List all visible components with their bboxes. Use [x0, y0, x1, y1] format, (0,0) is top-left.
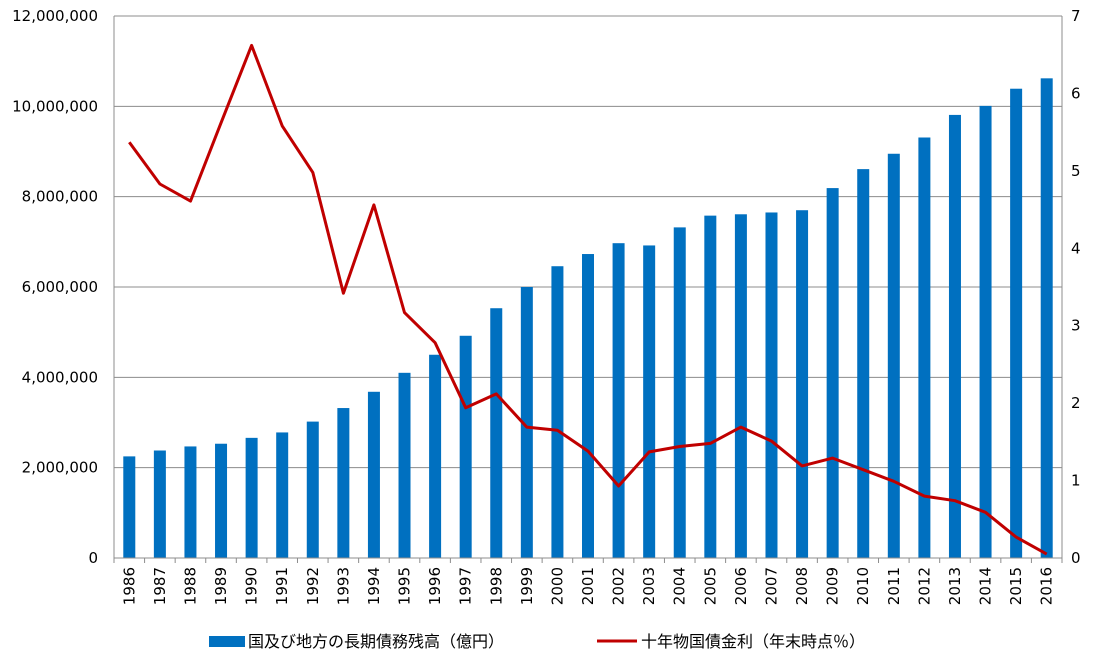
x-tick-label: 2002 [610, 567, 628, 605]
right-tick-label: 5 [1071, 162, 1081, 180]
bar-debt-2011 [887, 153, 900, 558]
x-tick-label: 1994 [365, 567, 383, 605]
x-tick-label: 1999 [518, 567, 536, 605]
bar-debt-2002 [612, 243, 625, 558]
bar-debt-1991 [276, 432, 289, 558]
right-tick-label: 3 [1071, 317, 1081, 335]
x-tick-label: 1990 [243, 567, 261, 605]
x-tick-label: 2006 [732, 567, 750, 605]
bar-debt-2006 [734, 214, 747, 558]
x-tick-label: 1995 [396, 567, 414, 605]
x-tick-label: 2013 [946, 567, 964, 605]
bar-debt-1988 [184, 446, 197, 558]
x-tick-label: 1991 [273, 567, 291, 605]
x-tick-label: 2001 [579, 567, 597, 605]
left-tick-label: 0 [88, 549, 98, 567]
x-tick-label: 1992 [304, 567, 322, 605]
bar-debt-2012 [918, 137, 931, 558]
left-axis-ticks: 0 2,000,000 4,000,000 6,000,000 8,000,000 10,… [12, 7, 98, 567]
x-tick-label: 2000 [548, 567, 566, 605]
x-tick-label: 1987 [151, 567, 169, 605]
bar-debt-2003 [643, 245, 656, 559]
bar-debt-2009 [826, 188, 839, 558]
bar-debt-2001 [582, 254, 594, 559]
x-axis-ticks: 1986 1987 1988 1989 1990 1991 1992 1993 1994 1995… [120, 567, 1055, 605]
bar-debt-1997 [459, 335, 472, 558]
right-tick-label: 0 [1071, 549, 1081, 567]
x-tick-label: 1986 [120, 567, 138, 605]
legend-label-yield: 十年物国債金利（年末時点％） [641, 632, 865, 651]
bar-debt-1987 [153, 450, 166, 558]
x-tick-label: 1997 [457, 567, 475, 605]
left-tick-label: 4,000,000 [22, 368, 98, 386]
left-tick-label: 12,000,000 [12, 7, 98, 25]
bar-debt-1995 [398, 372, 411, 558]
x-tick-label: 2014 [977, 567, 995, 605]
bar-debt-1986 [123, 456, 136, 558]
bar-debt-1989 [215, 443, 228, 558]
x-tick-label: 2016 [1038, 567, 1056, 605]
bar-debt-2005 [704, 215, 717, 559]
bar-debt-2013 [948, 114, 961, 558]
left-tick-label: 2,000,000 [22, 459, 98, 477]
x-tick-label: 1998 [487, 567, 505, 605]
right-tick-label: 1 [1071, 472, 1081, 490]
right-axis-ticks: 0 1 2 3 4 5 6 7 [1071, 7, 1081, 567]
bar-debt-2007 [765, 212, 778, 558]
x-tick-label: 1989 [212, 567, 230, 605]
x-tick-label: 1988 [182, 567, 200, 605]
line-series [128, 43, 1048, 556]
x-tick-label: 2011 [885, 567, 903, 605]
x-tick-label: 2008 [793, 567, 811, 605]
bar-debt-2014 [979, 105, 992, 559]
x-tick-label: 2005 [701, 567, 719, 605]
axes [113, 16, 1063, 563]
x-tick-label: 1993 [334, 567, 352, 605]
legend-swatch-debt [209, 636, 245, 647]
right-tick-label: 6 [1071, 84, 1081, 102]
bar-debt-2010 [857, 169, 870, 559]
left-tick-label: 6,000,000 [22, 278, 98, 296]
right-tick-label: 4 [1071, 239, 1081, 257]
x-tick-label: 1996 [426, 567, 444, 605]
x-tick-label: 2004 [671, 567, 689, 605]
legend-label-debt: 国及び地方の長期債務残高（億円） [248, 632, 504, 651]
x-tick-label: 2003 [640, 567, 658, 605]
bar-debt-2004 [673, 227, 686, 558]
bar-debt-1992 [306, 421, 319, 558]
left-tick-label: 10,000,000 [12, 97, 98, 115]
x-tick-label: 2012 [915, 567, 933, 605]
bar-debt-1998 [490, 308, 503, 558]
bar-debt-1994 [367, 391, 380, 558]
bar-debt-1990 [245, 437, 258, 558]
x-tick-label: 2010 [854, 567, 872, 605]
x-tick-label: 2007 [763, 567, 781, 605]
bar-debt-1999 [520, 287, 533, 558]
right-tick-label: 7 [1071, 7, 1081, 25]
x-tick-label: 2015 [1007, 567, 1025, 605]
bar-series [123, 78, 1053, 559]
right-tick-label: 2 [1071, 394, 1081, 412]
bar-debt-2016 [1040, 78, 1053, 558]
bar-debt-1996 [429, 354, 442, 558]
bar-debt-2008 [796, 210, 809, 558]
bar-debt-2000 [551, 266, 564, 558]
x-tick-label: 2009 [824, 567, 842, 605]
legend: 国及び地方の長期債務残高（億円） 十年物国債金利（年末時点％） [209, 632, 865, 651]
left-tick-label: 8,000,000 [22, 188, 98, 206]
bar-debt-1993 [337, 408, 350, 558]
bar-debt-2015 [1010, 88, 1023, 559]
